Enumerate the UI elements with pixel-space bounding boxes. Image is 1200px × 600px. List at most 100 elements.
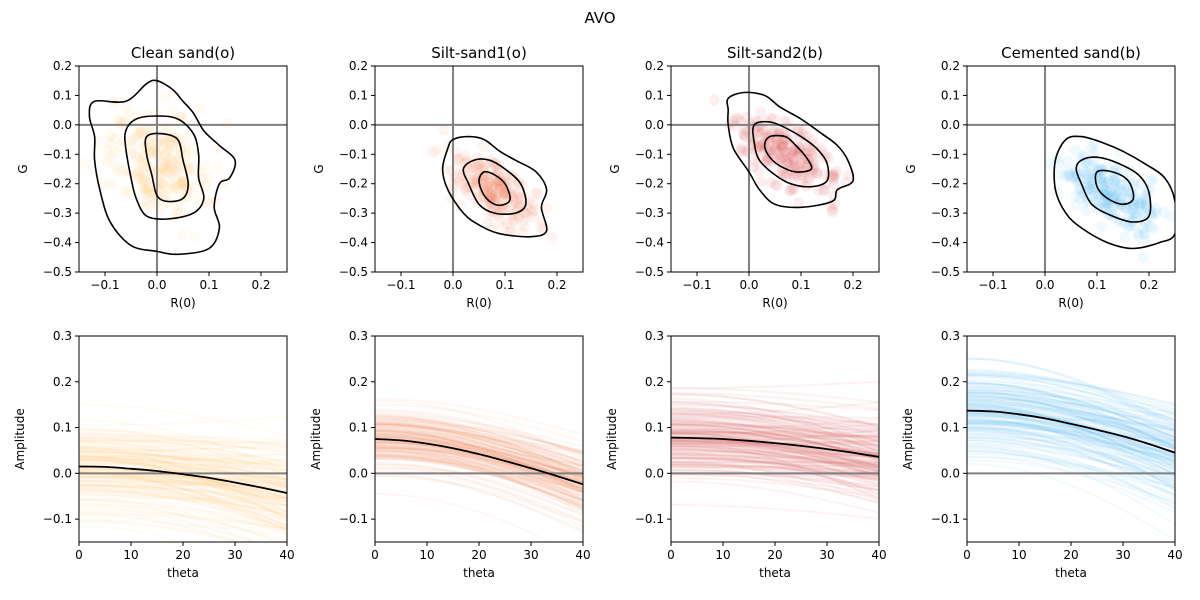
ensemble-curve <box>967 429 1175 500</box>
scatter-point <box>114 118 126 130</box>
ensemble-curve <box>967 395 1175 443</box>
ensemble-curve <box>79 486 287 531</box>
ensemble-curve <box>967 406 1175 441</box>
ensemble-curve <box>79 476 287 479</box>
scatter-point <box>784 157 796 169</box>
scatter-point <box>159 189 171 201</box>
ensemble-curve <box>79 512 287 530</box>
scatter-point <box>157 161 169 173</box>
ensemble-curve <box>671 455 879 469</box>
ensemble-curve <box>79 499 260 542</box>
axes-frame <box>78 65 288 273</box>
ensemble-curve <box>375 426 583 454</box>
ensemble-curve <box>375 424 583 468</box>
ensemble-curve <box>671 456 879 491</box>
ensemble-curve <box>375 450 583 510</box>
scatter-point <box>1093 189 1105 201</box>
avo-curve-panel-4: 0 10 20 30 40 −0.1 0.0 0.1 0.2 0.3 theta Amplitude <box>901 329 1183 580</box>
density-contour-2 <box>462 158 527 216</box>
density-contour-2 <box>752 120 830 188</box>
ensemble-curve <box>79 493 287 514</box>
scatter-point <box>1098 175 1110 187</box>
scatter-point <box>143 109 154 121</box>
scatter-point <box>776 142 788 154</box>
scatter-point <box>499 187 510 199</box>
scatter-point <box>1127 203 1139 215</box>
subplot-title: Clean sand(o) <box>131 44 235 62</box>
scatter-point <box>158 134 170 146</box>
scatter-point <box>464 189 476 201</box>
ensemble-curve <box>671 412 879 453</box>
ensemble-curve <box>375 443 583 493</box>
scatter-point <box>454 152 465 164</box>
y-tick-label: −0.3 <box>339 206 368 220</box>
ensemble-curve <box>375 423 583 475</box>
ensemble-curve <box>671 438 879 462</box>
scatter-point <box>788 184 800 196</box>
ensemble-curve <box>671 473 879 496</box>
scatter-point <box>176 175 188 187</box>
ensemble-curve <box>79 467 287 480</box>
ensemble-curve <box>671 468 879 492</box>
ensemble-curve <box>967 395 1175 451</box>
ensemble-curve <box>967 412 1175 424</box>
scatter-point <box>446 165 458 177</box>
ensemble-curve <box>79 488 287 515</box>
scatter-point <box>772 138 784 150</box>
scatter-point <box>123 109 135 121</box>
ensemble-curve <box>967 413 1175 431</box>
ensemble-curve <box>967 428 1175 488</box>
scatter-point <box>460 157 471 169</box>
ensemble-curve <box>375 427 583 479</box>
ensemble-curve <box>967 373 1175 414</box>
ensemble-curve <box>79 487 287 533</box>
scatter-point <box>180 140 192 152</box>
scatter-point <box>109 146 121 158</box>
scatter-point <box>1070 199 1082 211</box>
scatter-point <box>138 167 150 179</box>
scatter-point <box>1090 195 1102 207</box>
scatter-point <box>761 131 773 143</box>
ensemble-curve <box>375 450 583 514</box>
ensemble-curve <box>671 387 879 404</box>
scatter-point <box>786 150 798 162</box>
ensemble-curve <box>967 420 1175 445</box>
y-tick-label: −0.2 <box>339 177 368 191</box>
scatter-point <box>1134 200 1145 212</box>
ensemble-curve <box>375 434 583 491</box>
ensemble-curve <box>375 449 583 510</box>
ensemble-curve <box>79 479 287 526</box>
ensemble-curve <box>967 371 1175 410</box>
ensemble-curve <box>671 451 879 463</box>
scatter-point <box>1127 208 1139 220</box>
scatter-point <box>811 168 823 180</box>
ensemble-curve <box>375 425 583 474</box>
ensemble-curve <box>375 422 583 480</box>
scatter-point <box>788 172 800 183</box>
ensemble-curve <box>967 381 1175 452</box>
scatter-point <box>1065 172 1077 184</box>
scatter-point <box>438 124 450 136</box>
ensemble-curve <box>671 420 879 444</box>
scatter-point <box>1101 190 1113 202</box>
scatter-point <box>1140 236 1152 248</box>
ensemble-curve <box>967 401 1175 450</box>
ensemble-curve <box>79 478 287 492</box>
scatter-point <box>774 148 786 159</box>
scatter-point <box>803 172 815 184</box>
scatter-point <box>1110 190 1122 202</box>
ensemble-curve <box>671 447 879 499</box>
scatter-point <box>769 179 781 191</box>
scatter-point <box>1074 192 1086 204</box>
ensemble-curve <box>967 419 1175 465</box>
scatter-point <box>1115 194 1127 206</box>
ensemble-curve <box>79 469 287 499</box>
scatter-point <box>1128 220 1140 232</box>
scatter-point <box>484 193 496 205</box>
ensemble-curve <box>967 396 1175 423</box>
ensemble-curve <box>967 388 1175 422</box>
ensemble-curve <box>671 445 879 471</box>
ensemble-curve <box>375 435 583 480</box>
scatter-point <box>486 205 498 217</box>
scatter-point <box>427 146 438 158</box>
